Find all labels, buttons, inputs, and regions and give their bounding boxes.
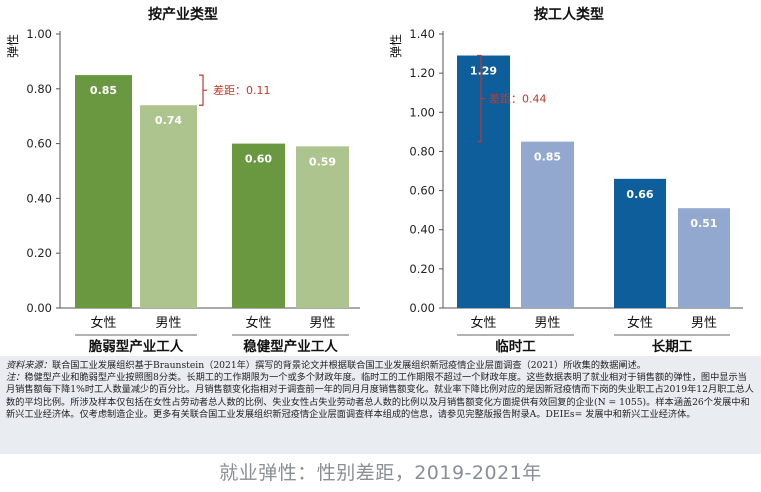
bar-value-label: 1.29	[470, 65, 497, 78]
bar-female	[232, 143, 285, 308]
y-tick-label: 0.00	[409, 301, 435, 315]
footnote: 注：稳健型产业和脆弱型产业按照图8分类。长期工的工作期限为一个或多个财政年度。临…	[6, 372, 755, 421]
note-label: 注：	[6, 372, 25, 384]
source-label: 资料来源：	[6, 360, 52, 371]
bar-value-label: 0.74	[155, 114, 182, 127]
bar-category-label: 男性	[534, 316, 560, 331]
note-text: 稳健型产业和脆弱型产业按照图8分类。长期工的工作期限为一个或多个财政年度。临时工…	[6, 372, 754, 420]
bar-category-label: 女性	[245, 315, 271, 331]
bar-category-label: 男性	[155, 316, 181, 331]
bar-category-label: 女性	[90, 315, 116, 331]
bar-category-label: 男性	[691, 316, 717, 331]
y-axis-label: 弹性	[389, 34, 403, 58]
bar-male	[521, 141, 574, 308]
bar-male	[678, 208, 730, 308]
bar-female	[75, 75, 132, 308]
y-tick-label: 1.40	[409, 27, 435, 41]
bar-category-label: 女性	[470, 315, 496, 331]
bar-category-label: 男性	[309, 316, 335, 331]
y-tick-label: 0.40	[26, 191, 52, 205]
gap-bracket	[477, 54, 485, 143]
bar-value-label: 0.51	[690, 217, 717, 230]
y-tick-label: 0.00	[26, 301, 52, 315]
y-tick-label: 0.40	[409, 223, 435, 237]
y-tick-label: 0.60	[409, 184, 435, 198]
bar-value-label: 0.66	[626, 188, 653, 201]
bar-female	[457, 55, 510, 309]
chart-area: 按产业类型弹性 0.00 0.20 0.40 0.60 0.80 1.00 0.85 女性 0.7…	[6, 6, 743, 355]
panel-title: 按产业类型	[148, 6, 218, 23]
bar-male	[140, 105, 197, 309]
group-label: 稳健型产业工人	[243, 338, 338, 355]
y-axis-label: 弹性	[6, 34, 20, 58]
bar-value-label: 0.85	[90, 84, 117, 97]
bar-male	[296, 146, 349, 308]
bar-value-label: 0.85	[534, 151, 561, 164]
bar-value-label: 0.60	[245, 153, 272, 166]
group-label: 脆弱型产业工人	[88, 338, 184, 355]
y-tick-label: 1.00	[409, 105, 435, 119]
source-note: 资料来源：联合国工业发展组织基于Braunstein（2021年）撰写的背景论文…	[6, 360, 755, 372]
y-tick-label: 0.20	[409, 262, 435, 276]
y-tick-label: 1.20	[409, 66, 435, 80]
y-tick-label: 0.80	[26, 82, 52, 96]
group-label: 长期工	[652, 338, 693, 355]
y-tick-label: 0.20	[26, 246, 52, 260]
gap-annotation: 差距：0.44	[489, 92, 547, 106]
y-tick-label: 1.00	[26, 27, 52, 41]
y-tick-label: 0.60	[26, 137, 52, 151]
notes-box: 资料来源：联合国工业发展组织基于Braunstein（2021年）撰写的背景论文…	[0, 356, 761, 454]
gap-bracket	[199, 74, 207, 106]
y-tick-label: 0.80	[409, 144, 435, 158]
panel-title: 按工人类型	[534, 6, 604, 23]
bar-category-label: 女性	[627, 315, 653, 331]
gap-annotation: 差距：0.11	[213, 83, 271, 97]
bar-female	[614, 178, 666, 308]
bar-value-label: 0.59	[309, 155, 336, 168]
group-label: 临时工	[495, 338, 536, 355]
figure-caption: 就业弹性：性别差距，2019-2021年	[0, 454, 761, 492]
source-text: 联合国工业发展组织基于Braunstein（2021年）撰写的背景论文并根据联合…	[51, 360, 646, 371]
